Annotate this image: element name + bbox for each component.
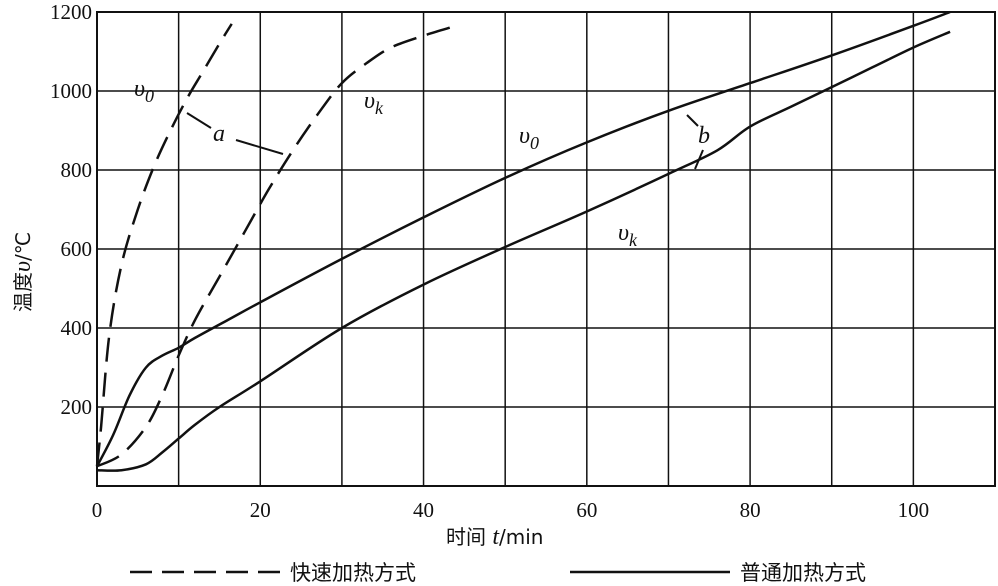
annotation-v0-middle: υ0 <box>519 123 539 153</box>
leader-b-lower <box>694 149 704 170</box>
annotation-vk-top: υk <box>364 88 384 118</box>
x-tick-label: 80 <box>740 498 761 522</box>
x-tick-label: 100 <box>898 498 930 522</box>
tick-labels: 0 20 40 60 80 100 200 400 600 800 1000 1200 <box>50 0 929 522</box>
series-line-b-v0 <box>95 10 951 467</box>
x-axis-label: 时间 t/min <box>446 524 543 550</box>
y-tick-label: 200 <box>61 395 93 419</box>
legend: 快速加热方式 普通加热方式 <box>130 561 866 585</box>
curves <box>95 10 951 472</box>
series-line-b-vk <box>96 30 951 472</box>
annotation-v0-top-left: υ0 <box>134 76 154 106</box>
x-tick-label: 40 <box>413 498 434 522</box>
legend-dashed-label: 快速加热方式 <box>290 561 416 585</box>
leader-a-right <box>235 139 284 155</box>
legend-solid-label: 普通加热方式 <box>740 561 866 585</box>
x-tick-label: 60 <box>576 498 597 522</box>
y-tick-label: 600 <box>61 237 93 261</box>
x-tick-label: 0 <box>92 498 103 522</box>
grid <box>96 11 996 486</box>
y-tick-label: 1000 <box>50 79 92 103</box>
annotation-vk-lower: υk <box>618 220 638 250</box>
y-tick-label: 800 <box>61 158 93 182</box>
series-line-a-vk <box>96 24 457 468</box>
y-tick-label: 1200 <box>50 0 92 24</box>
plot-frame <box>96 11 996 487</box>
annotation-b-label: b <box>698 123 710 149</box>
leader-b-upper <box>686 114 699 127</box>
y-tick-label: 400 <box>61 316 93 340</box>
leader-a-left <box>186 112 212 129</box>
series-line-a-v0 <box>95 23 233 467</box>
x-tick-label: 20 <box>250 498 271 522</box>
annotation-a-label: a <box>213 121 225 147</box>
y-axis-label: 温度υ/℃ <box>10 232 36 312</box>
